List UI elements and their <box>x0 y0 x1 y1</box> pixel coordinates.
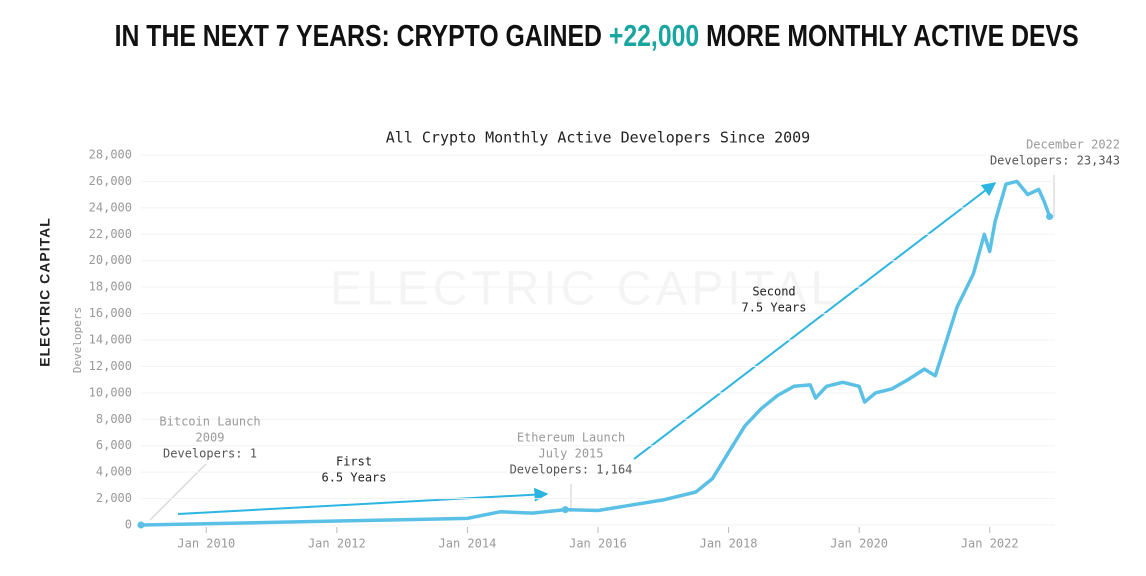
y-tick-label: 14,000 <box>89 333 132 347</box>
annotation: Ethereum Launch <box>517 431 625 445</box>
series-line <box>140 179 1052 527</box>
x-tick-label: Jan 2022 <box>961 537 1019 551</box>
brand-logo: ELECTRIC CAPITAL <box>37 217 53 367</box>
y-tick-label: 8,000 <box>96 412 132 426</box>
y-tick-label: 22,000 <box>89 227 132 241</box>
arrow <box>633 182 997 460</box>
y-tick-label: 26,000 <box>89 174 132 188</box>
chart-title: All Crypto Monthly Active Developers Sin… <box>386 129 810 147</box>
leader-line <box>149 463 207 521</box>
annotation-point <box>137 521 145 529</box>
annotation: Developers: 23,343 <box>990 154 1120 168</box>
headline-text: IN THE NEXT 7 YEARS: CRYPTO GAINED <box>114 18 602 53</box>
y-tick-label: 0 <box>125 518 132 532</box>
y-tick-label: 20,000 <box>89 253 132 267</box>
annotation: 2009 <box>196 431 225 445</box>
x-tick-label: Jan 2016 <box>569 537 627 551</box>
arrow <box>177 487 549 515</box>
x-tick-label: Jan 2020 <box>830 537 888 551</box>
annotation: Developers: 1,164 <box>510 463 633 477</box>
y-tick-label: 2,000 <box>96 491 132 505</box>
x-tick-label: Jan 2018 <box>700 537 758 551</box>
headline-text: MORE MONTHLY ACTIVE DEVS <box>706 18 1079 53</box>
x-tick-label: Jan 2014 <box>439 537 497 551</box>
annotation: First <box>336 455 372 469</box>
y-axis-label: Developers <box>71 307 84 373</box>
annotation: Second <box>752 285 795 299</box>
y-tick-label: 4,000 <box>96 465 132 479</box>
y-tick-label: 18,000 <box>89 280 132 294</box>
y-tick-label: 28,000 <box>89 148 132 162</box>
y-tick-label: 16,000 <box>89 306 132 320</box>
annotation: Bitcoin Launch <box>159 415 260 429</box>
annotation: July 2015 <box>538 447 603 461</box>
headline: IN THE NEXT 7 YEARS: CRYPTO GAINED +22,0… <box>114 18 1079 54</box>
x-tick-label: Jan 2012 <box>308 537 366 551</box>
headline-highlight: +22,000 <box>608 18 700 53</box>
y-tick-label: 10,000 <box>89 385 132 399</box>
annotation: December 2022 <box>1026 138 1120 152</box>
annotation: 7.5 Years <box>741 301 806 315</box>
watermark: ELECTRIC CAPITAL <box>330 263 841 316</box>
y-tick-label: 12,000 <box>89 359 132 373</box>
annotation: Developers: 1 <box>163 447 257 461</box>
annotation-point <box>1046 213 1054 221</box>
x-tick-label: Jan 2010 <box>177 537 235 551</box>
y-tick-label: 6,000 <box>96 438 132 452</box>
annotation-point <box>561 506 569 514</box>
y-tick-label: 24,000 <box>89 200 132 214</box>
annotation: 6.5 Years <box>321 471 386 485</box>
